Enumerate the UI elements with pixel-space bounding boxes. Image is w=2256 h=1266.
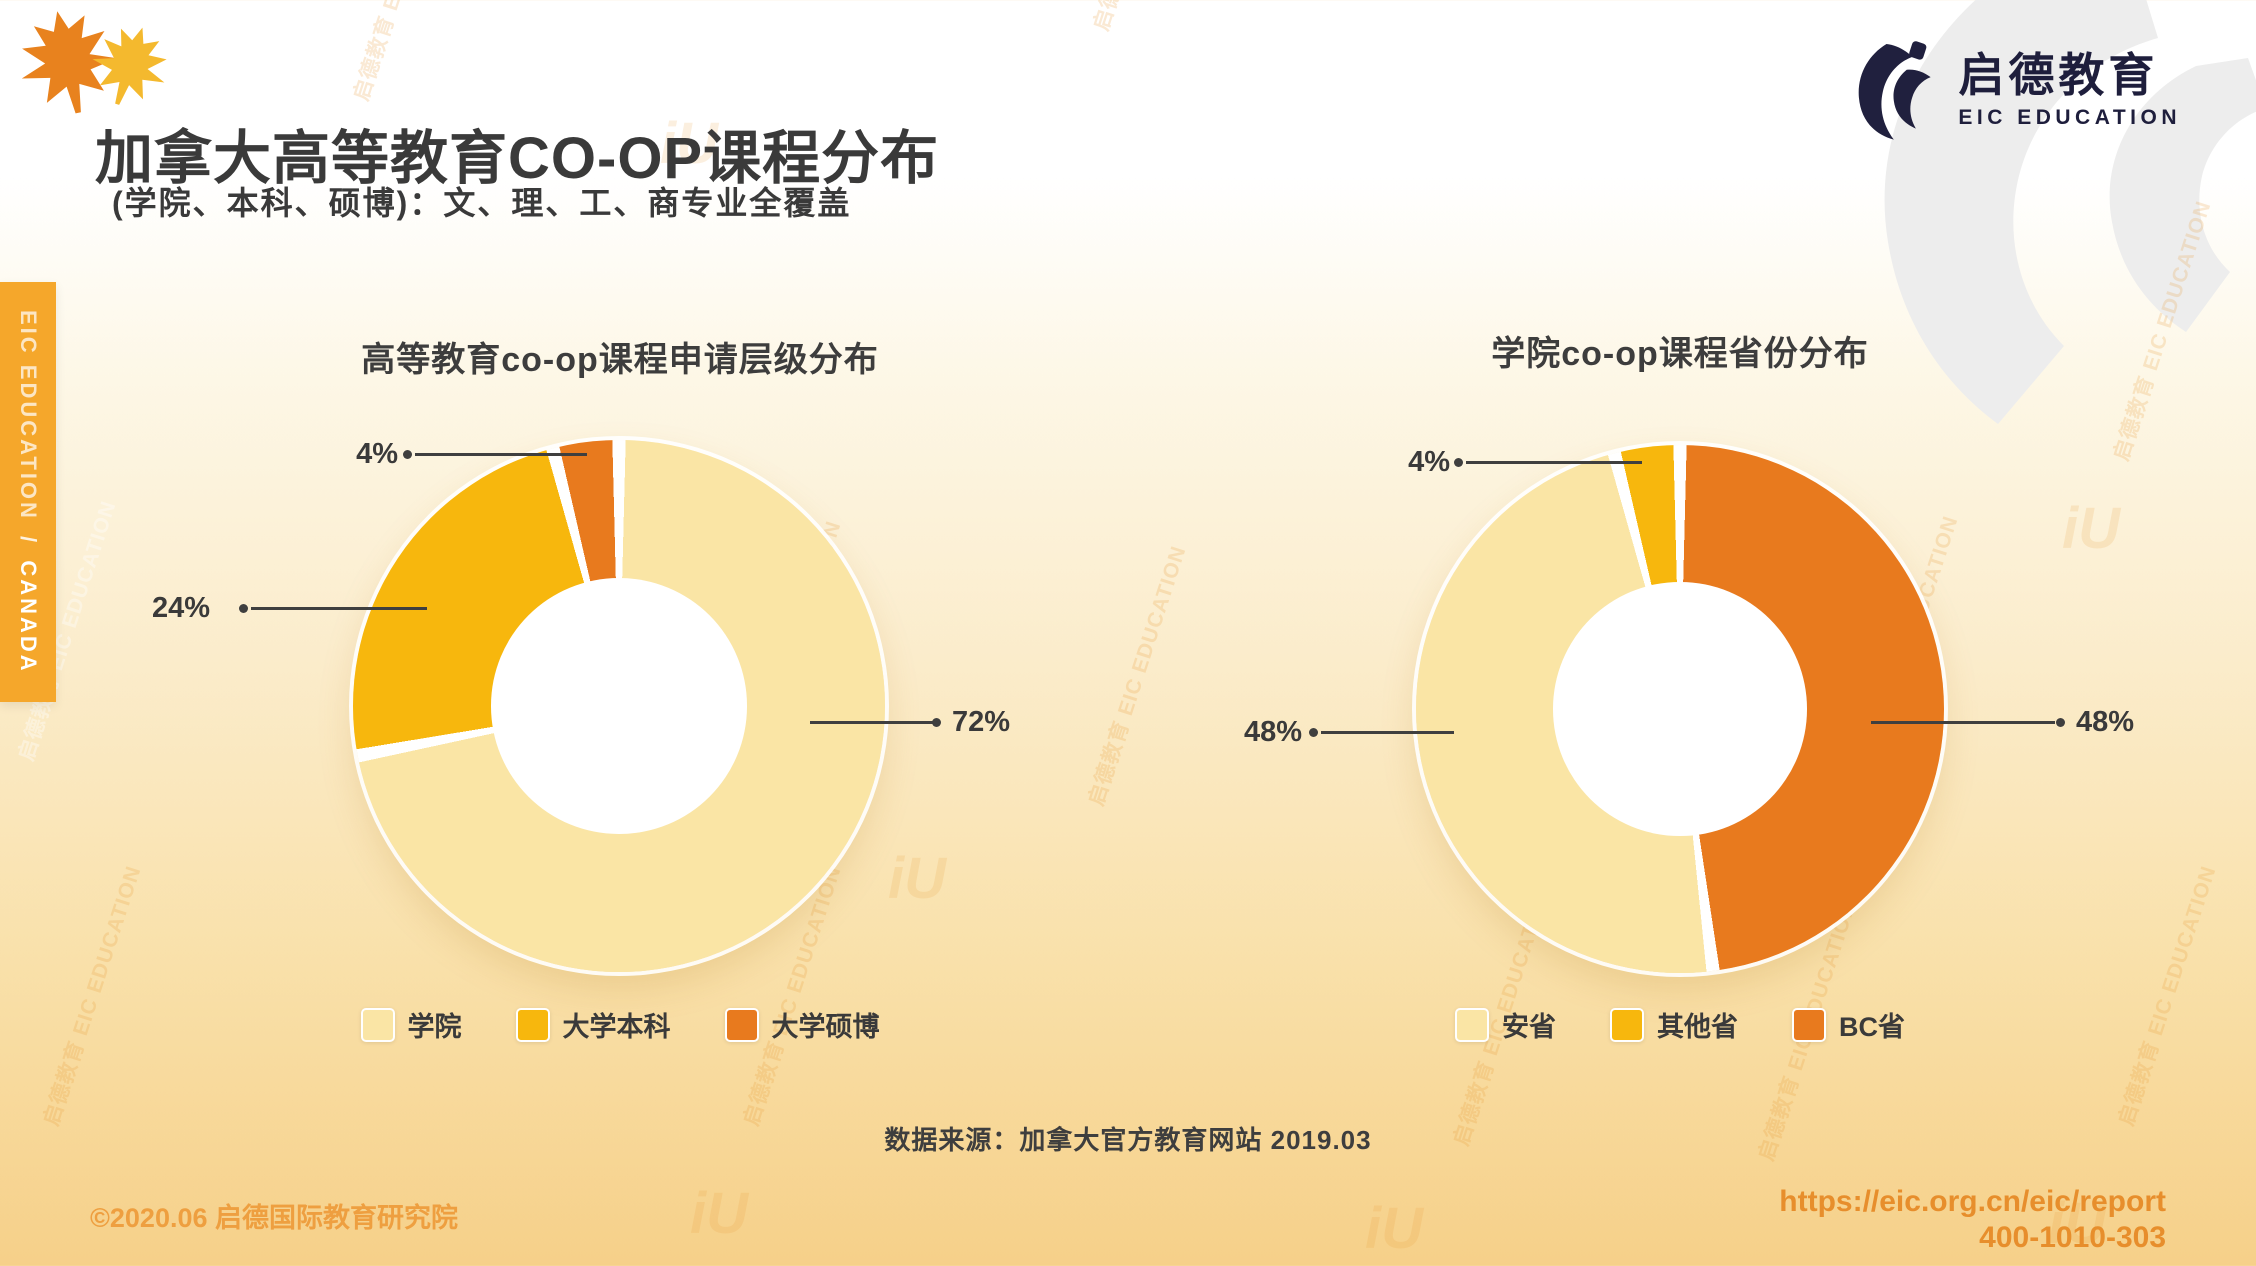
page-title: 加拿大高等教育CO-OP课程分布	[95, 125, 940, 191]
legend-item-bc: BC省	[1792, 1005, 1905, 1044]
page-subtitle: (学院、本科、硕博)：文、理、工、商专业全覆盖	[112, 185, 852, 221]
legend-item-college: 学院	[360, 1005, 462, 1044]
donut-hole	[491, 578, 747, 834]
callout-dot	[1309, 728, 1318, 737]
brand-name-cn: 启德教育	[1958, 48, 2159, 101]
legend-item-other-province: 其他省	[1610, 1005, 1738, 1044]
callout-label-masters: 4%	[356, 438, 398, 470]
legend-swatch-bc	[1792, 1007, 1826, 1042]
legend-swatch-masters	[724, 1007, 759, 1042]
callout-label-other-province: 4%	[1408, 446, 1450, 478]
legend-label-ontario: 安省	[1502, 1012, 1556, 1042]
callout-dot	[2056, 718, 2065, 727]
callout-line	[415, 453, 587, 456]
callout-dot	[403, 450, 412, 459]
brand-logo: 启德教育 EIC EDUCATION	[1846, 38, 2181, 142]
report-url: https://eic.org.cn/eic/report	[1779, 1185, 2166, 1218]
donut-chart-province-distribution	[1416, 445, 1944, 973]
legend-item-masters: 大学硕博	[724, 1005, 880, 1044]
legend-province-distribution: 安省 其他省 BC省	[1350, 1005, 2010, 1044]
callout-label-college: 72%	[952, 706, 1011, 738]
callout-dot	[239, 604, 248, 613]
callout-label-bachelor: 24%	[151, 592, 210, 624]
maple-leaf-icon	[92, 27, 167, 105]
legend-swatch-bachelor	[515, 1007, 550, 1042]
copyright-note: ©2020.06 启德国际教育研究院	[90, 1203, 458, 1233]
sidebar-badge-separator: /	[16, 536, 41, 546]
data-source-note: 数据来源：加拿大官方教育网站 2019.03	[884, 1125, 1372, 1155]
callout-label-ontario: 48%	[1243, 716, 1302, 748]
callout-dot	[932, 718, 941, 727]
legend-item-bachelor: 大学本科	[515, 1005, 671, 1044]
sidebar-badge: EIC EDUCATION / CANADA	[0, 282, 56, 702]
callout-label-bc: 48%	[2076, 706, 2135, 738]
maple-leaves-decoration	[14, 8, 194, 138]
contact-block: https://eic.org.cn/eic/report 400-1010-3…	[1779, 1184, 2166, 1256]
legend-level-distribution: 学院 大学本科 大学硕博	[290, 1005, 950, 1044]
legend-swatch-college	[360, 1007, 395, 1042]
legend-label-college: 学院	[407, 1012, 462, 1042]
eic-logo-icon	[1859, 41, 1932, 140]
legend-swatch-other-province	[1610, 1007, 1644, 1042]
donut-chart-level-distribution	[353, 440, 885, 972]
phone-number: 400-1010-303	[1979, 1221, 2166, 1254]
chart-title-province-distribution: 学院co-op课程省份分布	[1491, 335, 1869, 373]
maple-leaf-icon	[21, 11, 117, 114]
brand-name-en: EIC EDUCATION	[1958, 106, 2181, 130]
legend-label-bachelor: 大学本科	[562, 1012, 671, 1042]
legend-label-other-province: 其他省	[1657, 1012, 1738, 1042]
legend-label-bc: BC省	[1839, 1012, 1905, 1042]
callout-line	[1871, 721, 2055, 724]
callout-line	[251, 607, 427, 610]
legend-item-ontario: 安省	[1455, 1005, 1556, 1044]
callout-line	[1321, 731, 1454, 734]
chart-title-level-distribution: 高等教育co-op课程申请层级分布	[361, 341, 879, 379]
sidebar-badge-brand: EIC EDUCATION	[16, 310, 41, 522]
sidebar-badge-country: CANADA	[16, 560, 41, 674]
callout-line	[1466, 461, 1642, 464]
legend-label-masters: 大学硕博	[771, 1012, 880, 1042]
donut-hole	[1553, 582, 1807, 836]
callout-dot	[1454, 458, 1463, 467]
legend-swatch-ontario	[1455, 1007, 1489, 1042]
callout-line	[810, 721, 936, 724]
background-swoosh-decoration	[1884, 0, 2256, 424]
